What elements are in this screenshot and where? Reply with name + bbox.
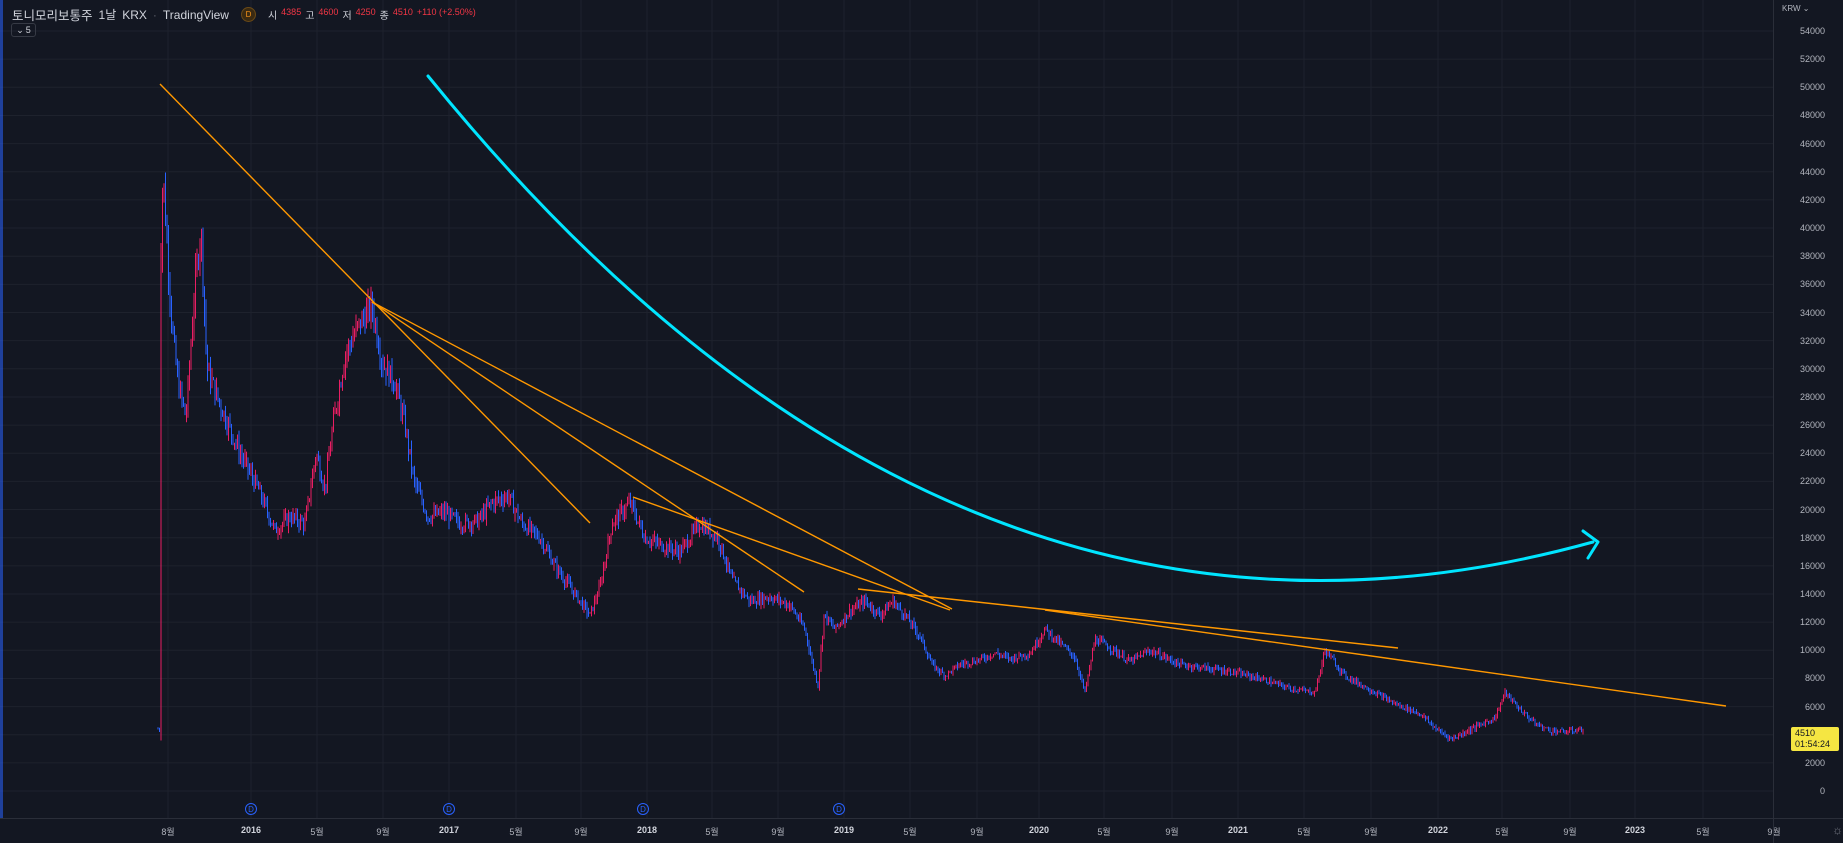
price-label: 24000: [1799, 448, 1825, 459]
low-label: 저: [342, 11, 352, 22]
trendline-drawings[interactable]: [159, 83, 1727, 707]
dividend-marker[interactable]: D: [637, 803, 649, 815]
time-label: 2016: [240, 825, 262, 835]
time-label: 2019: [833, 825, 855, 835]
dividend-marker[interactable]: D: [833, 803, 845, 815]
data-status-badge[interactable]: D: [240, 7, 256, 22]
price-label: 8000: [1804, 673, 1825, 684]
time-label: 9월: [1767, 827, 1781, 837]
price-label: 34000: [1799, 307, 1825, 318]
price-label: 32000: [1799, 335, 1825, 346]
price-label: 28000: [1799, 391, 1825, 402]
price-label: 2000: [1804, 757, 1825, 768]
time-label: 8월: [161, 827, 175, 837]
time-label: 5월: [1097, 827, 1111, 837]
price-label: 12000: [1799, 617, 1825, 628]
trendline: [857, 588, 1399, 649]
time-label: 5월: [1297, 827, 1311, 837]
time-scale[interactable]: 8월 2016 5월 9월 2017 5월 9월 2018 5월 9월 2019 5월 9월 2020 5월…: [0, 818, 1781, 843]
gear-icon[interactable]: ☼: [1832, 823, 1843, 837]
last-price-tag: 4510 01:54:24: [1791, 727, 1839, 751]
ohlc-values: 시 4385 고 4600 저 4250 종 4510 +110 (+2.50%): [268, 7, 476, 22]
exchange-label: KRX: [122, 7, 147, 22]
curved-arrow-drawing[interactable]: [426, 74, 1600, 583]
left-edge-accent: [0, 0, 3, 842]
price-label: 20000: [1799, 504, 1825, 515]
price-label: 38000: [1799, 251, 1825, 262]
price-label: 54000: [1799, 26, 1825, 36]
time-label: 9월: [771, 827, 785, 837]
price-label: 46000: [1799, 138, 1825, 149]
collapse-count: 5: [25, 25, 31, 35]
price-label: 16000: [1799, 560, 1825, 571]
time-label: 5월: [705, 827, 719, 837]
currency-label: KRW: [1782, 4, 1801, 13]
time-label: 2023: [1624, 825, 1646, 835]
close-label: 종: [379, 11, 389, 22]
price-label: 52000: [1799, 54, 1825, 65]
time-label: 5월: [310, 827, 324, 837]
change-value: +110 (+2.50%): [416, 7, 476, 17]
grid-lines: [0, 0, 1773, 818]
open-label: 시: [267, 11, 278, 22]
curved-arrow-path: [426, 74, 1595, 583]
open-value: 4385: [281, 7, 302, 17]
legend-collapse-button[interactable]: ⌄ 5: [11, 23, 36, 37]
price-plot[interactable]: [0, 0, 1773, 818]
candlestick-series: [157, 172, 1584, 742]
last-price-value: 4510: [1795, 728, 1816, 738]
time-label: 9월: [376, 827, 390, 837]
price-label: 48000: [1799, 110, 1825, 121]
low-value: 4250: [355, 7, 376, 17]
trendline: [632, 496, 951, 611]
time-label: 5월: [903, 827, 917, 837]
time-label: 2021: [1227, 825, 1249, 835]
time-label: 9월: [1364, 827, 1378, 837]
close-value: 4510: [392, 7, 413, 17]
trendline: [371, 301, 953, 610]
separator-dot: ·: [152, 7, 157, 22]
source-label: TradingView: [162, 7, 229, 22]
high-value: 4600: [318, 7, 339, 17]
bar-countdown: 01:54:24: [1795, 739, 1831, 749]
time-label: 5월: [1696, 827, 1710, 837]
interval-label[interactable]: 1날: [98, 8, 117, 22]
price-label: 0: [1819, 786, 1825, 797]
price-label: 10000: [1799, 645, 1825, 656]
time-label: 9월: [1563, 827, 1577, 837]
price-label: 50000: [1799, 82, 1825, 93]
arrow-head: [1581, 529, 1600, 560]
price-label: 40000: [1799, 223, 1825, 234]
time-label: 2020: [1028, 825, 1050, 835]
trendline: [1044, 609, 1727, 707]
symbol-name[interactable]: 토니모리보통주: [12, 9, 93, 23]
price-scale[interactable]: KRW ⌄ 54000 52000 50000 48000 46000 44000 4200…: [1773, 0, 1843, 818]
currency-selector[interactable]: KRW ⌄: [1782, 4, 1810, 13]
time-label: 9월: [1165, 827, 1179, 837]
time-label: 9월: [574, 827, 588, 837]
price-label: 30000: [1799, 363, 1825, 374]
time-label: 2022: [1427, 825, 1449, 835]
trendline: [371, 301, 805, 593]
chart-pane[interactable]: 토니모리보통주 1날 KRX · TradingView D 시 4385 고 46…: [0, 0, 1773, 818]
time-label: 5월: [1495, 827, 1509, 837]
dividend-marker[interactable]: D: [443, 803, 455, 815]
chevron-down-icon: ⌄: [16, 24, 24, 35]
price-label: 18000: [1799, 532, 1825, 543]
dividend-marker[interactable]: D: [245, 803, 257, 815]
price-label: 44000: [1799, 166, 1825, 177]
price-label: 6000: [1804, 701, 1825, 712]
time-label: 9월: [970, 827, 984, 837]
price-label: 26000: [1799, 420, 1825, 431]
time-scale-corner: ☼: [1773, 818, 1843, 843]
symbol-legend: 토니모리보통주 1날 KRX · TradingView D 시 4385 고 46…: [12, 5, 476, 24]
price-label: 42000: [1799, 194, 1825, 205]
price-label: 22000: [1799, 476, 1825, 487]
time-label: 2017: [438, 825, 460, 835]
time-label: 5월: [509, 827, 523, 837]
price-label: 14000: [1799, 589, 1825, 599]
high-label: 고: [305, 11, 315, 22]
price-label: 36000: [1799, 279, 1825, 290]
time-label: 2018: [636, 825, 658, 835]
